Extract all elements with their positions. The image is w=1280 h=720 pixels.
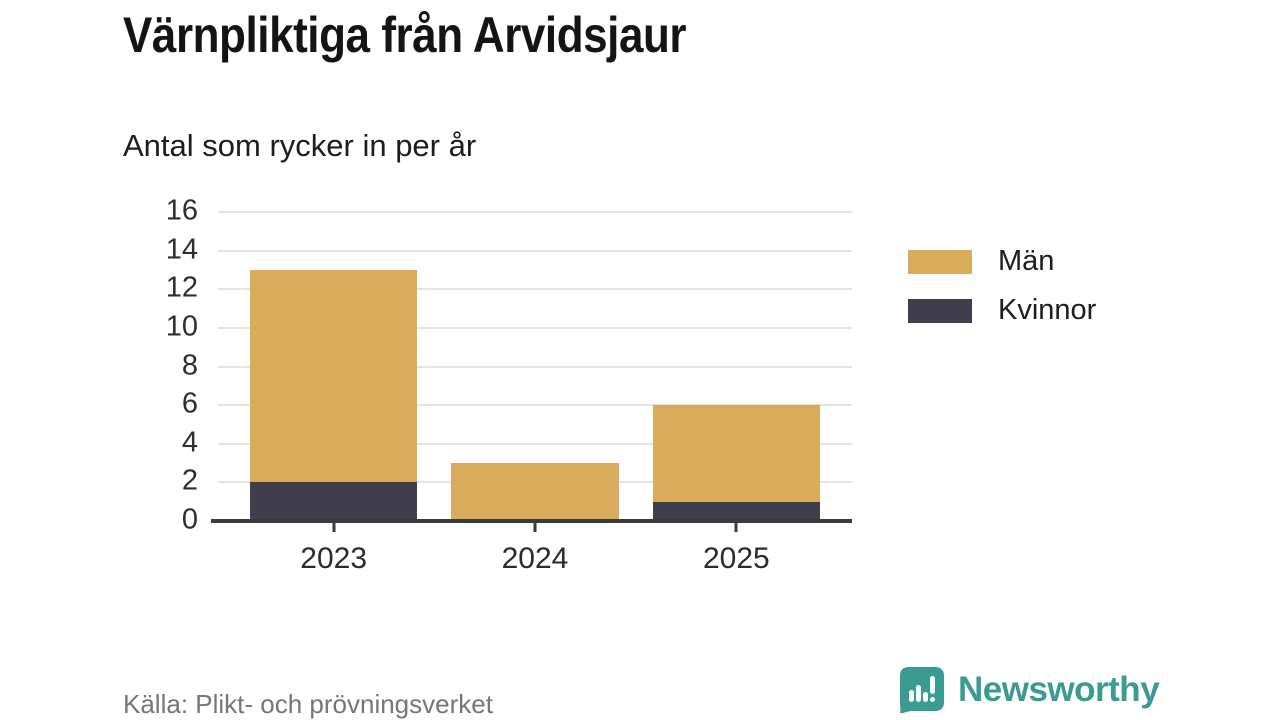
y-axis-tick-label: 8 [181, 348, 198, 381]
speech-bubble-chart-icon [900, 667, 944, 714]
bar-segment-2023-Kvinnor [250, 482, 418, 521]
kvinnor-swatch-icon [908, 298, 972, 323]
x-axis-tick [734, 523, 738, 532]
x-axis-tick [533, 523, 537, 532]
bar-segment-2024-Män [451, 463, 619, 521]
gridline [218, 404, 852, 407]
x-axis-line [211, 519, 852, 523]
legend: Män Kvinnor [908, 245, 1096, 327]
newsworthy-wordmark: Newsworthy [958, 669, 1160, 709]
x-axis-tick-label: 2025 [702, 542, 770, 575]
gridline [218, 442, 852, 445]
source-note: Källa: Plikt- och prövningsverket [123, 689, 493, 719]
bar-segment-2025-Män [652, 405, 820, 502]
gridline [218, 249, 852, 252]
legend-item-kvinnor: Kvinnor [908, 294, 1096, 327]
legend-label: Män [998, 245, 1055, 277]
legend-item-men: Män [908, 245, 1096, 278]
legend-label: Kvinnor [998, 294, 1097, 326]
x-axis-tick-label: 2024 [501, 542, 569, 575]
y-axis-tick-label: 16 [165, 194, 198, 227]
gridline [218, 211, 852, 213]
gridline [218, 288, 852, 291]
gridline [218, 326, 852, 329]
y-axis-tick-label: 10 [165, 310, 198, 343]
men-swatch-icon [908, 249, 972, 274]
x-axis-tick [332, 523, 336, 532]
y-axis-tick-label: 6 [181, 387, 198, 420]
chart-title: Värnpliktiga från Arvidsjaur [123, 7, 687, 63]
x-axis-tick-label: 2023 [300, 542, 368, 575]
y-axis-tick-label: 2 [181, 464, 198, 497]
bar-segment-2025-Kvinnor [652, 501, 820, 521]
y-axis-tick-label: 0 [181, 503, 198, 536]
y-axis-tick-label: 12 [165, 271, 198, 304]
y-axis-tick-label: 4 [181, 426, 198, 459]
newsworthy-logo[interactable]: Newsworthy [898, 665, 1160, 714]
chart-subtitle: Antal som rycker in per år [123, 128, 477, 163]
gridline [218, 365, 852, 368]
y-axis-tick-label: 14 [165, 232, 198, 265]
bar-segment-2023-Män [250, 269, 418, 483]
